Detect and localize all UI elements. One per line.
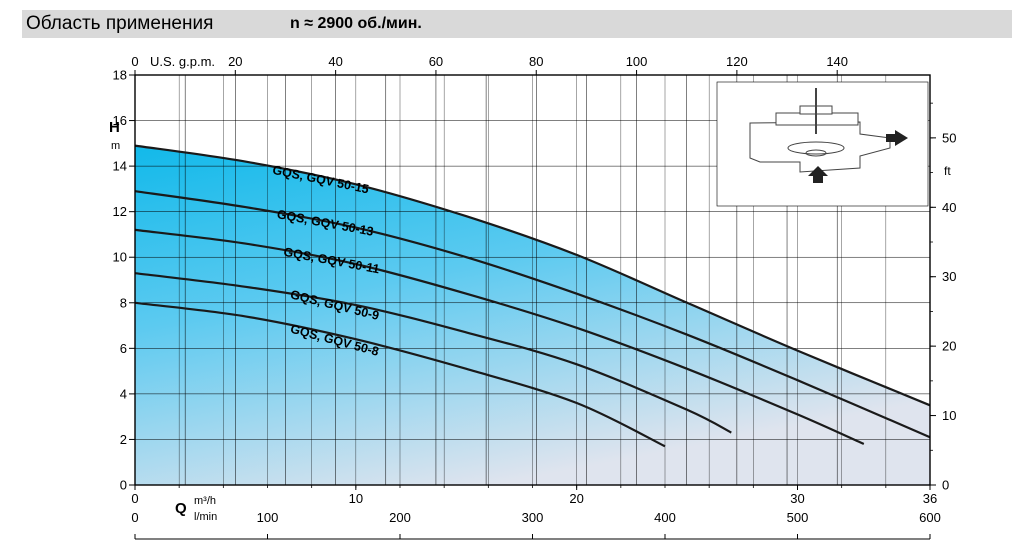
gpm-axis-label: U.S. g.p.m. <box>150 54 215 69</box>
page-title: Область применения <box>26 13 214 34</box>
gpm-tick-label: 60 <box>429 54 443 69</box>
m3h-tick-label: 36 <box>923 491 937 506</box>
gpm-tick-label: 100 <box>626 54 648 69</box>
y-axis-label: H <box>109 119 120 136</box>
gpm-tick-label: 20 <box>228 54 242 69</box>
pump-flow-diagram-icon <box>716 81 929 207</box>
pump-curve <box>134 228 865 446</box>
m3h-tick-label: 20 <box>569 491 583 506</box>
m3h-tick-label: 30 <box>790 491 804 506</box>
y-tick-label: 10 <box>113 250 127 265</box>
ft-tick-label: 50 <box>942 130 956 145</box>
ft-tick-label: 20 <box>942 339 956 354</box>
y-tick-label: 6 <box>120 341 127 356</box>
ft-tick-label: 30 <box>942 269 956 284</box>
y-tick-label: 8 <box>120 295 127 310</box>
ft-axis-unit: ft <box>944 164 951 178</box>
pump-curve <box>134 190 931 439</box>
lmin-unit-label: l/min <box>194 511 217 523</box>
m3h-unit-label: m³/h <box>194 495 216 507</box>
y-tick-label: 12 <box>113 204 127 219</box>
lmin-tick-label: 600 <box>919 510 941 525</box>
lmin-tick-label: 200 <box>389 510 411 525</box>
y-tick-label: 0 <box>120 478 127 493</box>
lmin-tick-label: 300 <box>522 510 544 525</box>
lmin-tick-label: 500 <box>787 510 809 525</box>
y-tick-label: 2 <box>120 432 127 447</box>
lmin-tick-label: 100 <box>257 510 279 525</box>
m3h-tick-label: 10 <box>349 491 363 506</box>
pump-curve <box>134 144 931 407</box>
lmin-tick-label: 400 <box>654 510 676 525</box>
y-tick-label: 4 <box>120 386 127 401</box>
ft-tick-label: 40 <box>942 200 956 215</box>
lmin-tick-label: 0 <box>131 510 138 525</box>
gpm-tick-label: 0 <box>131 54 138 69</box>
y-tick-label: 14 <box>113 159 127 174</box>
y-tick-label: 16 <box>113 113 127 128</box>
gpm-tick-label: 120 <box>726 54 748 69</box>
header-bar: Область применения n ≈ 2900 об./мин. <box>22 10 1012 38</box>
speed-subtitle: n ≈ 2900 об./мин. <box>290 15 422 32</box>
y-tick-label: 18 <box>113 68 127 83</box>
ft-tick-label: 0 <box>942 478 949 493</box>
pump-curve <box>134 272 732 434</box>
gpm-tick-label: 140 <box>826 54 848 69</box>
ft-tick-label: 10 <box>942 408 956 423</box>
pump-curve <box>134 301 666 448</box>
gpm-tick-label: 80 <box>529 54 543 69</box>
m3h-tick-label: 0 <box>131 491 138 506</box>
y-axis-unit: m <box>111 140 120 152</box>
gpm-tick-label: 40 <box>328 54 342 69</box>
q-axis-label: Q <box>175 500 187 517</box>
